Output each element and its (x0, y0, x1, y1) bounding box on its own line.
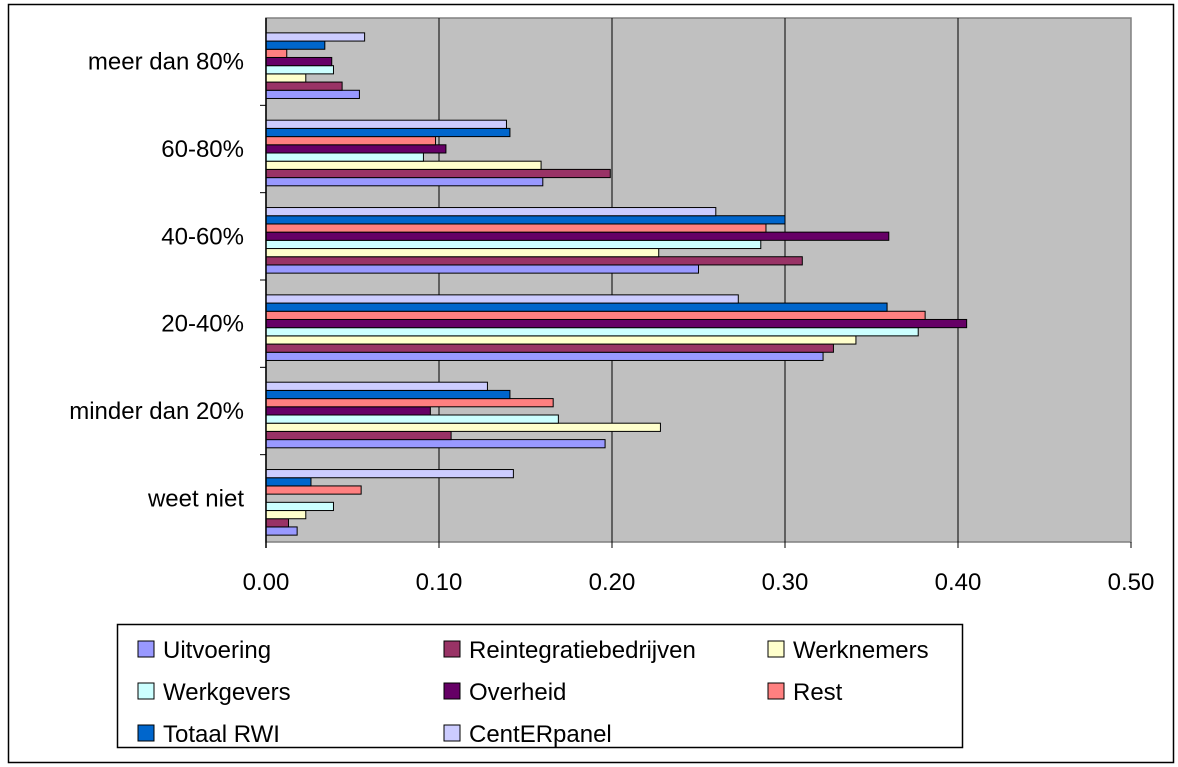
bar (265, 477, 312, 487)
bar (265, 207, 717, 217)
x-tick-label: 0.20 (589, 569, 636, 596)
bar (265, 144, 447, 154)
legend-swatch (137, 682, 155, 700)
x-tick-label: 0.30 (762, 569, 809, 596)
bar (265, 518, 289, 528)
bar (265, 223, 767, 233)
axes (260, 18, 1132, 548)
legend-label: Werknemers (793, 637, 929, 664)
bar (265, 351, 824, 361)
bar (265, 406, 431, 416)
bar (265, 335, 857, 345)
legend-box (116, 623, 964, 749)
legend-swatch (137, 724, 155, 742)
legend-label: Uitvoering (163, 637, 271, 664)
bar (265, 343, 834, 353)
bar (265, 56, 333, 67)
bar (265, 152, 424, 162)
bar (265, 526, 298, 536)
legend-swatch (443, 724, 461, 742)
bar (265, 510, 307, 520)
y-tick-label: weet niet (147, 485, 244, 512)
gridlines (438, 18, 959, 542)
bar (265, 485, 362, 495)
x-tick-label: 0.00 (243, 569, 290, 596)
y-tick-label: meer dan 80% (88, 49, 244, 76)
bar (265, 231, 890, 241)
x-tick-label: 0.50 (1108, 569, 1155, 596)
x-tick-label: 0.10 (416, 569, 463, 596)
y-tick-label: minder dan 20% (69, 398, 244, 425)
bar (265, 48, 288, 58)
bar (265, 248, 660, 258)
bar (265, 239, 762, 250)
bar (265, 65, 334, 75)
bar (265, 136, 437, 146)
legend-label: CentERpanel (469, 721, 612, 748)
bar (265, 439, 606, 449)
bar (265, 469, 514, 479)
legend-swatch (137, 640, 155, 658)
plot-area (265, 17, 1132, 543)
legend-label: Rest (793, 679, 843, 706)
legend-swatch (443, 640, 461, 658)
bar (265, 389, 511, 400)
x-tick-label: 0.40 (935, 569, 982, 596)
bar (265, 215, 786, 225)
bar (265, 318, 968, 329)
legend-label: Overheid (469, 679, 566, 706)
x-tick-labels: 0.00 0.10 0.20 0.30 0.40 0.50 (243, 569, 1155, 596)
bar (265, 501, 334, 512)
bar (265, 127, 511, 138)
legend-label: Reintegratiebedrijven (469, 637, 696, 664)
bar (265, 422, 661, 432)
bar (265, 256, 803, 266)
y-tick-label: 40-60% (161, 223, 244, 250)
bar (265, 81, 343, 91)
bar (265, 40, 326, 50)
legend-label: Werkgevers (163, 679, 291, 706)
bars (265, 32, 968, 536)
bar (265, 310, 926, 320)
legend: Uitvoering Reintegratiebedrijven Werknemer… (116, 623, 964, 749)
bar (265, 73, 307, 83)
legend-swatch (767, 682, 785, 700)
bar (265, 430, 452, 441)
bar (265, 119, 507, 129)
bar (265, 32, 366, 42)
y-tick-label: 60-80% (161, 136, 244, 163)
bar (265, 177, 544, 187)
bar (265, 327, 919, 337)
bar (265, 89, 360, 99)
legend-swatch (443, 682, 461, 700)
y-tick-label: 20-40% (161, 311, 244, 338)
bar (265, 414, 559, 424)
bar (265, 294, 739, 304)
bar (265, 398, 554, 408)
bar (265, 302, 888, 312)
bar (265, 264, 699, 274)
bar (265, 168, 611, 179)
bar (265, 160, 542, 170)
bar (265, 381, 488, 391)
legend-label: Totaal RWI (163, 721, 280, 748)
y-tick-labels: weet niet minder dan 20% 20-40% 40-60% 60-80… (69, 49, 244, 513)
legend-swatch (767, 640, 785, 658)
